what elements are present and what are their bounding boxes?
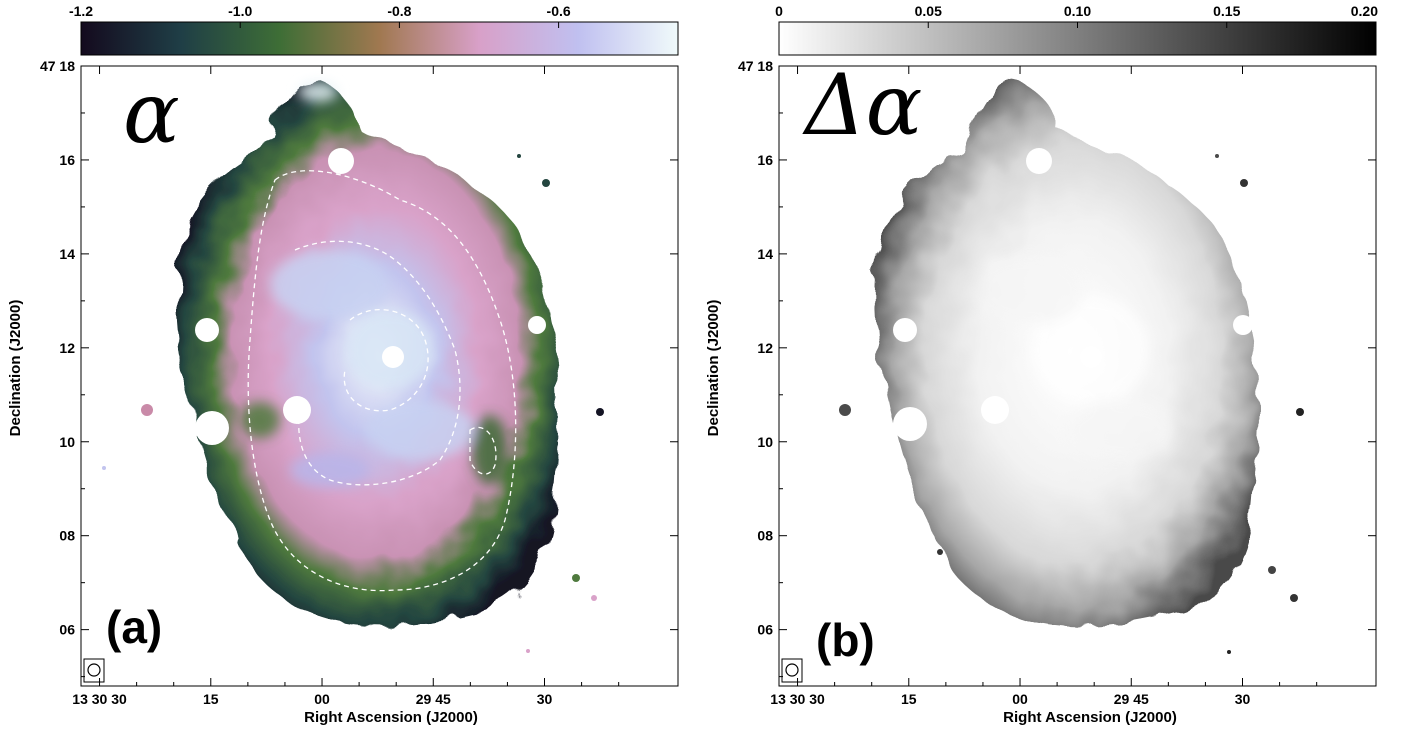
colorbar-a-tick-label: -0.8 bbox=[387, 3, 411, 19]
galaxy-map-b bbox=[839, 82, 1304, 654]
colorbar-b-tick-label: 0.20 bbox=[1351, 3, 1378, 19]
colorbar-b-tick-label: 0.15 bbox=[1213, 3, 1240, 19]
beam-marker-b bbox=[781, 658, 803, 683]
panel-a-symbol: α bbox=[123, 64, 180, 162]
x-tick-label-b: 13 30 30 bbox=[770, 691, 825, 707]
y-tick-label-b: 16 bbox=[757, 152, 773, 168]
colorbar-b-tick-label: 0 bbox=[775, 3, 783, 19]
x-tick-label-a: 15 bbox=[203, 691, 219, 707]
colorbar-a-tick-label: -1.2 bbox=[69, 3, 93, 19]
y-tick-label-a: 08 bbox=[59, 528, 75, 544]
y-axis-label-a: Declination (J2000) bbox=[7, 300, 24, 437]
y-tick-label-b: 12 bbox=[757, 340, 773, 356]
axes-b: 47 18 16 14 12 10 08 06 13 30 30 15 00 29 45 30 bbox=[738, 58, 1376, 707]
colorbar-b-tick-label: 0.05 bbox=[915, 3, 942, 19]
colorbar-a-tick-label: -0.6 bbox=[547, 3, 571, 19]
colorbar-a bbox=[80, 21, 679, 56]
colorbar-b-ticks: 0 0.05 0.10 0.15 0.20 bbox=[775, 3, 1378, 28]
axes-a: 47 18 16 14 12 10 08 06 13 30 30 15 00 29 45 30 bbox=[40, 58, 678, 707]
y-axis-label-b: Declination (J2000) bbox=[705, 300, 722, 437]
panel-b-symbol: Δα bbox=[802, 56, 922, 154]
colorbar-b-tick-label: 0.10 bbox=[1064, 3, 1091, 19]
y-tick-label-b: 08 bbox=[757, 528, 773, 544]
y-tick-label-b: 47 18 bbox=[738, 58, 773, 74]
panel-b-label: (b) bbox=[816, 614, 875, 666]
panel-b: 0 0.05 0.10 0.15 0.20 Δα (b) bbox=[705, 3, 1378, 726]
panel-a: -1.2 -1.0 -0.8 -0.6 bbox=[7, 3, 679, 726]
x-tick-label-a: 13 30 30 bbox=[72, 691, 127, 707]
galaxy-map-a bbox=[102, 82, 604, 653]
y-tick-label-a: 47 18 bbox=[40, 58, 75, 74]
x-tick-label-b: 30 bbox=[1235, 691, 1251, 707]
y-tick-label-b: 10 bbox=[757, 434, 773, 450]
y-tick-label-b: 06 bbox=[757, 622, 773, 638]
y-tick-label-a: 10 bbox=[59, 434, 75, 450]
x-axis-label-a: Right Ascension (J2000) bbox=[304, 709, 478, 726]
colorbar-a-ticks: -1.2 -1.0 -0.8 -0.6 bbox=[69, 3, 571, 28]
y-tick-label-a: 06 bbox=[59, 622, 75, 638]
x-axis-label-b: Right Ascension (J2000) bbox=[1003, 709, 1177, 726]
beam-marker-a bbox=[83, 658, 105, 683]
x-tick-label-a: 00 bbox=[314, 691, 330, 707]
y-tick-label-b: 14 bbox=[757, 246, 773, 262]
x-tick-label-a: 29 45 bbox=[416, 691, 451, 707]
y-tick-label-a: 12 bbox=[59, 340, 75, 356]
x-tick-label-a: 30 bbox=[537, 691, 553, 707]
x-tick-label-b: 29 45 bbox=[1114, 691, 1149, 707]
x-tick-label-b: 15 bbox=[901, 691, 917, 707]
panel-a-label: (a) bbox=[106, 601, 162, 653]
colorbar-a-tick-label: -1.0 bbox=[228, 3, 252, 19]
y-tick-label-a: 14 bbox=[59, 246, 75, 262]
y-tick-label-a: 16 bbox=[59, 152, 75, 168]
x-tick-label-b: 00 bbox=[1012, 691, 1028, 707]
